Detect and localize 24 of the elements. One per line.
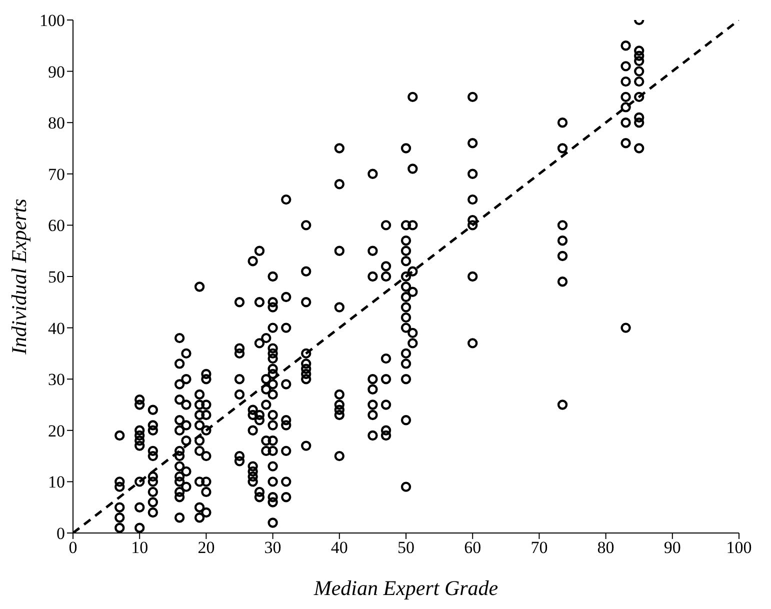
y-tick-label: 50	[48, 268, 65, 287]
x-tick-label: 100	[726, 538, 752, 558]
x-tick-label: 80	[597, 538, 614, 558]
x-tick-label: 0	[68, 538, 78, 558]
y-tick-label: 70	[48, 164, 65, 184]
x-tick-label: 60	[464, 538, 482, 558]
x-tick-label: 20	[198, 538, 215, 558]
y-tick-label: 30	[48, 370, 65, 390]
x-tick-label: 90	[664, 538, 681, 558]
x-tick-label: 70	[530, 538, 548, 558]
y-tick-label: 40	[48, 318, 65, 338]
x-tick-label: 50	[398, 538, 414, 558]
y-tick-label: 60	[48, 216, 65, 236]
y-tick-label: 10	[48, 472, 65, 492]
x-tick-label: 40	[330, 538, 348, 558]
y-axis-title: Individual Experts	[7, 198, 31, 356]
y-tick-label: 20	[48, 421, 65, 440]
x-tick-label: 30	[264, 538, 282, 558]
x-axis-title: Median Expert Grade	[312, 576, 498, 600]
x-tick-label: 10	[131, 538, 148, 558]
y-tick-label: 90	[48, 62, 65, 82]
y-tick-label: 80	[48, 114, 65, 133]
y-tick-label: 0	[56, 524, 65, 544]
y-tick-label: 100	[40, 11, 65, 30]
